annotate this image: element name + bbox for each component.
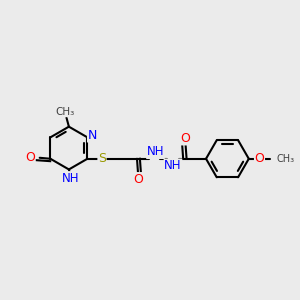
Text: CH₃: CH₃ [55,106,74,117]
Text: NH: NH [147,146,164,158]
Text: NH: NH [164,159,182,172]
Text: NH: NH [62,172,80,185]
Text: N: N [88,129,97,142]
Text: O: O [181,132,190,145]
Text: O: O [133,173,143,186]
Text: S: S [98,152,106,165]
Text: O: O [255,152,264,165]
Text: O: O [25,151,35,164]
Text: CH₃: CH₃ [276,154,294,164]
